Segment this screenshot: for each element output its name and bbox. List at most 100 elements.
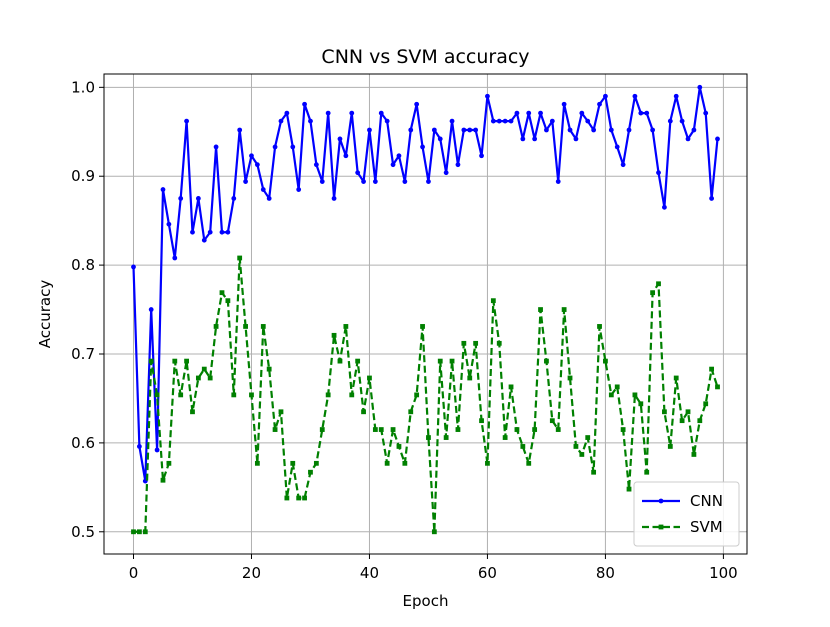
cnn-data-point (603, 93, 608, 99)
svm-data-point (579, 452, 585, 457)
svm-data-point (473, 340, 479, 346)
svm-data-point (402, 460, 408, 466)
cnn-data-point (555, 179, 561, 184)
plot-frame (103, 73, 748, 555)
cnn-data-point (538, 110, 543, 116)
svm-data-point (243, 324, 248, 329)
cnn-data-point (231, 196, 237, 201)
legend-cnn-marker (658, 498, 664, 504)
cnn-data-point (396, 153, 402, 159)
cnn-data-point (431, 127, 437, 133)
svm-data-point (131, 529, 136, 535)
svm-data-point (449, 358, 455, 364)
svm-data-point (703, 401, 709, 407)
svm-data-point (709, 366, 715, 372)
cnn-data-point (207, 229, 213, 235)
cnn-data-point (490, 118, 496, 124)
cnn-data-point (136, 444, 142, 449)
cnn-data-point (567, 127, 573, 133)
chart-title: CNN vs SVM accuracy (321, 46, 529, 68)
cnn-data-point (544, 127, 549, 133)
svm-data-point (508, 384, 514, 390)
svm-data-point (567, 375, 573, 381)
cnn-data-point (367, 127, 372, 133)
svm-data-point (496, 340, 502, 346)
svm-data-point (431, 529, 437, 535)
cnn-data-point (644, 110, 650, 116)
cnn-data-point (201, 237, 207, 243)
cnn-data-point (319, 179, 325, 184)
legend-entries: CNN SVM (642, 492, 723, 536)
y-tick-label: 0.5 (71, 523, 95, 541)
cnn-data-point (172, 255, 178, 261)
svm-data-point (266, 366, 272, 372)
svm-data-point (237, 255, 243, 261)
cnn-data-point (703, 110, 709, 116)
svm-data-point (614, 384, 620, 390)
svm-data-point (638, 401, 644, 407)
svm-data-point (620, 427, 626, 432)
cnn-data-point (691, 127, 697, 133)
cnn-data-point (343, 153, 349, 159)
cnn-data-point (597, 101, 602, 107)
svm-data-point (650, 290, 656, 296)
cnn-data-point (709, 196, 715, 201)
cnn-data-point (526, 110, 532, 116)
svm-data-point (343, 324, 349, 329)
svm-data-point (372, 427, 378, 432)
svm-data-point (349, 392, 355, 398)
svm-data-point (455, 427, 461, 432)
cnn-data-point (591, 127, 597, 133)
svm-data-point (166, 460, 172, 466)
svm-data-point (608, 392, 614, 398)
cnn-data-point (408, 127, 414, 133)
svm-data-point (420, 324, 425, 329)
cnn-data-point (414, 101, 420, 107)
svm-data-point (184, 358, 189, 364)
cnn-data-point (296, 187, 302, 192)
svm-data-point (697, 418, 703, 424)
cnn-data-point (166, 221, 172, 227)
cnn-data-point (638, 110, 644, 116)
svm-data-point (160, 477, 166, 483)
svm-data-point (626, 486, 632, 492)
cnn-data-point (349, 110, 355, 116)
y-tick-label: 0.7 (71, 345, 95, 363)
svm-data-point (319, 427, 325, 432)
cnn-data-point (443, 170, 449, 176)
svm-data-point (585, 435, 591, 440)
cnn-data-point (378, 110, 384, 116)
y-tick-label: 0.9 (71, 167, 95, 185)
cnn-data-point (420, 144, 425, 150)
svm-data-point (367, 375, 372, 381)
cnn-data-point (325, 110, 331, 116)
svm-data-point (172, 358, 178, 364)
cnn-data-point (237, 127, 243, 133)
cnn-data-point (390, 162, 396, 168)
svm-data-point (355, 358, 361, 364)
svm-data-point (414, 392, 420, 398)
svm-data-point (249, 392, 254, 398)
svm-series-line (133, 256, 719, 533)
tick-layer: 0 20 40 60 80 100 0.5 0.6 0.7 0.8 0.9 1.0 (71, 78, 738, 582)
cnn-data-point (549, 118, 555, 124)
cnn-data-point (178, 196, 184, 201)
svm-data-point (467, 375, 473, 381)
svm-data-point (290, 460, 296, 466)
cnn-data-point (243, 179, 248, 184)
cnn-data-point (337, 136, 343, 142)
cnn-data-point (384, 118, 390, 124)
svm-data-point (632, 392, 638, 398)
cnn-data-point (508, 118, 514, 124)
svm-data-point (219, 290, 225, 296)
cnn-data-point (502, 118, 508, 124)
svm-data-point (673, 375, 679, 381)
svm-data-point (154, 392, 160, 398)
cnn-data-point (254, 162, 260, 168)
svm-data-point (461, 340, 467, 346)
cnn-data-point (213, 144, 219, 150)
cnn-series-line (132, 86, 719, 483)
cnn-data-point (579, 110, 585, 116)
x-axis-label: Epoch (403, 592, 449, 610)
cnn-data-point (667, 118, 673, 124)
